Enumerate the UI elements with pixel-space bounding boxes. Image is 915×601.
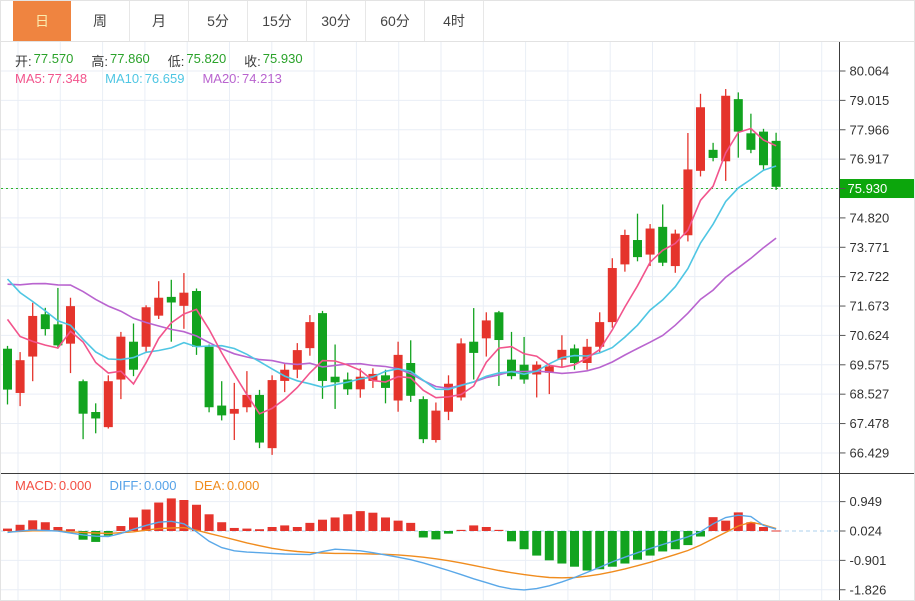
svg-text:77.966: 77.966: [850, 122, 890, 137]
svg-text:75.930: 75.930: [848, 181, 888, 196]
period-tab-bar: 日 周 月 5分 15分 30分 60分 4时: [1, 1, 914, 42]
high-label: 高:: [91, 54, 109, 69]
ma10-label: MA10:: [105, 71, 143, 86]
ma5-label: MA5:: [15, 71, 46, 86]
svg-text:74.820: 74.820: [850, 210, 890, 225]
ma10-value: 76.659: [144, 71, 185, 86]
tab-5min[interactable]: 5分: [189, 1, 248, 41]
ma20-value: 74.213: [242, 71, 282, 86]
svg-text:67.478: 67.478: [850, 416, 890, 431]
tab-day[interactable]: 日: [13, 1, 71, 41]
svg-text:-1.826: -1.826: [850, 582, 887, 597]
macd-label: MACD:: [15, 478, 57, 493]
low-value: 75.820: [186, 51, 227, 66]
ohlc-readout: 开: 77.570 高: 77.860 低: 75.820 收: 75.930: [15, 51, 303, 70]
ma-readout: MA5: 77.348 MA10: 76.659 MA20: 74.213: [15, 71, 282, 86]
svg-text:70.624: 70.624: [850, 328, 890, 343]
diff-value: 0.000: [143, 478, 177, 493]
svg-text:0.949: 0.949: [850, 494, 883, 509]
tab-60min[interactable]: 60分: [366, 1, 425, 41]
tab-week[interactable]: 周: [71, 1, 130, 41]
open-label: 开:: [15, 54, 32, 69]
macd-value: 0.000: [58, 478, 92, 493]
ma20-label: MA20:: [202, 71, 241, 86]
svg-text:-0.901: -0.901: [850, 553, 887, 568]
svg-text:72.722: 72.722: [850, 269, 890, 284]
svg-text:68.527: 68.527: [850, 387, 890, 402]
close-label: 收:: [244, 54, 261, 69]
dea-label: DEA:: [194, 478, 225, 493]
close-value: 75.930: [262, 51, 303, 66]
tab-15min[interactable]: 15分: [248, 1, 307, 41]
svg-text:76.917: 76.917: [850, 152, 890, 167]
svg-text:80.064: 80.064: [850, 64, 890, 79]
high-value: 77.860: [110, 51, 150, 66]
svg-text:79.015: 79.015: [850, 93, 890, 108]
macd-readout: MACD: 0.000 DIFF: 0.000 DEA: 0.000: [15, 478, 259, 493]
svg-text:71.673: 71.673: [850, 299, 890, 314]
svg-text:73.771: 73.771: [850, 240, 890, 255]
dea-value: 0.000: [226, 478, 260, 493]
low-label: 低:: [167, 54, 185, 69]
diff-label: DIFF:: [109, 478, 142, 493]
ma5-value: 77.348: [47, 71, 88, 86]
tab-30min[interactable]: 30分: [307, 1, 366, 41]
open-value: 77.570: [33, 51, 74, 66]
tab-month[interactable]: 月: [130, 1, 189, 41]
svg-text:69.575: 69.575: [850, 357, 890, 372]
tab-4hour[interactable]: 4时: [425, 1, 484, 41]
svg-text:0.024: 0.024: [850, 524, 883, 539]
svg-text:66.429: 66.429: [850, 445, 890, 460]
